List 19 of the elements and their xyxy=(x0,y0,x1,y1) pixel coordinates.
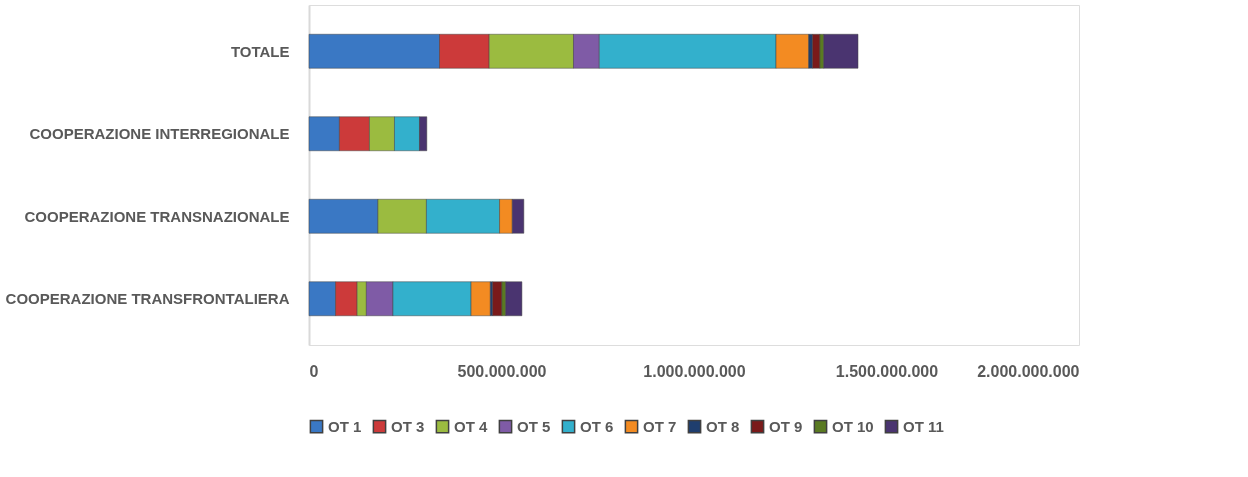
legend-label: OT 4 xyxy=(454,417,488,435)
x-tick-label: 0 xyxy=(309,362,319,380)
x-tick-label: 1.500.000.000 xyxy=(835,362,939,380)
x-tick-label: 500.000.000 xyxy=(457,362,547,380)
legend-label: OT 10 xyxy=(832,417,874,435)
legend-label: OT 11 xyxy=(903,417,944,435)
y-tick-label: TOTALE xyxy=(230,42,290,60)
y-tick-label: COOPERAZIONE INTERREGIONALE xyxy=(29,125,290,143)
legend-label: OT 9 xyxy=(769,417,803,435)
x-tick-label: 1.000.000.000 xyxy=(643,362,746,380)
legend-label: OT 8 xyxy=(706,417,740,435)
x-tick-label: 2.000.000.000 xyxy=(977,362,1080,380)
legend-label: OT 7 xyxy=(643,417,677,435)
legend-label: OT 1 xyxy=(328,417,362,435)
legend-label: OT 5 xyxy=(517,417,551,435)
y-tick-label: COOPERAZIONE TRANSFRONTALIERA xyxy=(5,290,290,308)
y-tick-label: COOPERAZIONE TRANSNAZIONALE xyxy=(24,207,290,225)
legend-label: OT 6 xyxy=(580,417,614,435)
legend-label: OT 3 xyxy=(391,417,425,435)
